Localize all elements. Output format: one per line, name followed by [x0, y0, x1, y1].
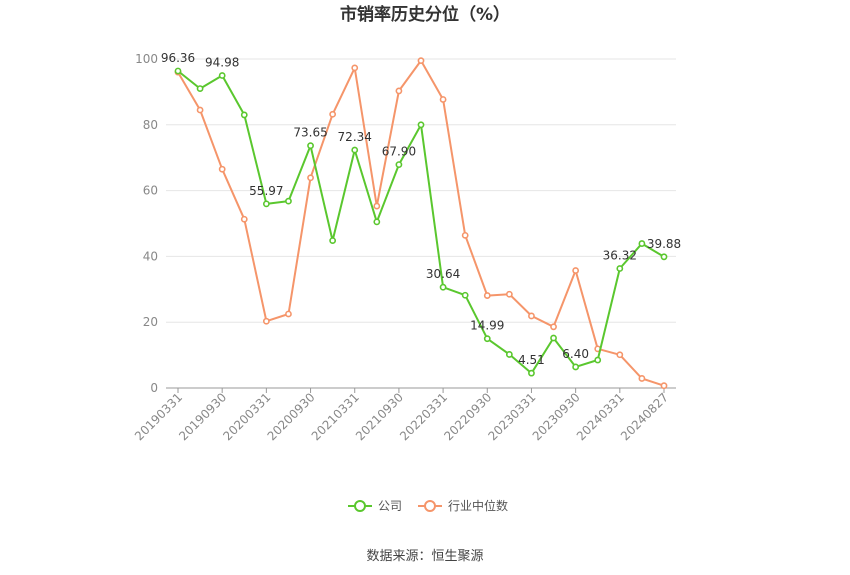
legend[interactable]: 公司 行业中位数: [348, 498, 508, 513]
data-point[interactable]: [196, 85, 204, 93]
data-point[interactable]: [174, 67, 182, 75]
data-point[interactable]: [307, 142, 314, 150]
data-point[interactable]: [329, 237, 337, 245]
y-tick-label: 0: [150, 381, 158, 395]
grid: [166, 58, 676, 323]
data-point[interactable]: [307, 174, 314, 182]
data-point[interactable]: [505, 290, 513, 298]
legend-label[interactable]: 行业中位数: [448, 498, 508, 513]
data-point[interactable]: [196, 106, 204, 114]
data-label: 96.36: [161, 51, 195, 65]
data-label: 39.88: [647, 237, 681, 251]
series-group: [174, 57, 668, 390]
data-point[interactable]: [285, 310, 292, 318]
data-point[interactable]: [483, 335, 491, 343]
data-point[interactable]: [572, 267, 580, 274]
data-point[interactable]: [505, 351, 513, 358]
data-label: 14.99: [470, 319, 504, 333]
data-point[interactable]: [638, 240, 646, 247]
y-tick-label: 40: [143, 249, 158, 263]
data-point[interactable]: [528, 312, 535, 320]
data-point[interactable]: [660, 253, 668, 261]
data-label: 72.34: [338, 130, 372, 144]
data-point[interactable]: [439, 96, 447, 103]
data-point[interactable]: [218, 72, 226, 79]
legend-marker[interactable]: [354, 500, 366, 512]
y-tick-label: 80: [143, 118, 158, 132]
x-axis: 2019033120190930202003312020093020210331…: [132, 387, 676, 443]
data-point[interactable]: [417, 121, 425, 129]
data-point[interactable]: [483, 292, 491, 299]
data-label: 6.40: [562, 347, 589, 361]
data-point[interactable]: [351, 146, 359, 154]
data-point[interactable]: [262, 200, 270, 208]
data-point[interactable]: [594, 356, 602, 364]
data-point[interactable]: [285, 197, 292, 205]
data-point[interactable]: [638, 375, 646, 382]
chart-title: 市销率历史分位（%）: [340, 4, 510, 25]
data-label: 55.97: [249, 184, 283, 198]
data-label: 94.98: [205, 56, 239, 70]
data-point[interactable]: [262, 317, 270, 325]
y-tick-label: 60: [143, 184, 158, 198]
data-point[interactable]: [461, 231, 469, 239]
data-point[interactable]: [395, 87, 403, 95]
data-point[interactable]: [660, 382, 668, 390]
data-point[interactable]: [550, 323, 557, 331]
data-point[interactable]: [528, 369, 535, 377]
y-tick-label: 100: [135, 52, 158, 66]
data-point[interactable]: [351, 64, 359, 72]
y-tick-label: 20: [143, 315, 158, 329]
data-label: 36.32: [603, 249, 637, 263]
data-point[interactable]: [439, 283, 447, 291]
data-point[interactable]: [329, 110, 337, 118]
legend-marker[interactable]: [424, 500, 436, 512]
y-axis: 0 20 40 60 80 100: [135, 52, 158, 395]
data-label: 4.51: [518, 353, 545, 367]
legend-label[interactable]: 公司: [378, 499, 402, 513]
data-point[interactable]: [373, 202, 381, 210]
x-tick-label: 20240827: [618, 390, 671, 443]
data-point[interactable]: [240, 215, 248, 223]
data-point[interactable]: [616, 351, 624, 359]
data-label: 30.64: [426, 267, 460, 281]
data-point[interactable]: [461, 291, 469, 299]
data-labels: 96.36 94.98 55.97 73.65 72.34 67.90 30.64 14.99…: [161, 51, 681, 367]
data-point[interactable]: [550, 334, 557, 342]
source-note: 数据来源：恒生聚源: [366, 549, 483, 564]
data-point[interactable]: [240, 111, 248, 119]
data-label: 73.65: [293, 126, 327, 140]
data-point[interactable]: [395, 161, 403, 169]
data-point[interactable]: [373, 218, 381, 226]
data-point[interactable]: [572, 363, 580, 371]
series-line: [177, 59, 665, 387]
data-point[interactable]: [417, 57, 425, 65]
data-label: 67.90: [382, 145, 416, 159]
data-point[interactable]: [218, 165, 226, 173]
data-point[interactable]: [616, 265, 624, 272]
